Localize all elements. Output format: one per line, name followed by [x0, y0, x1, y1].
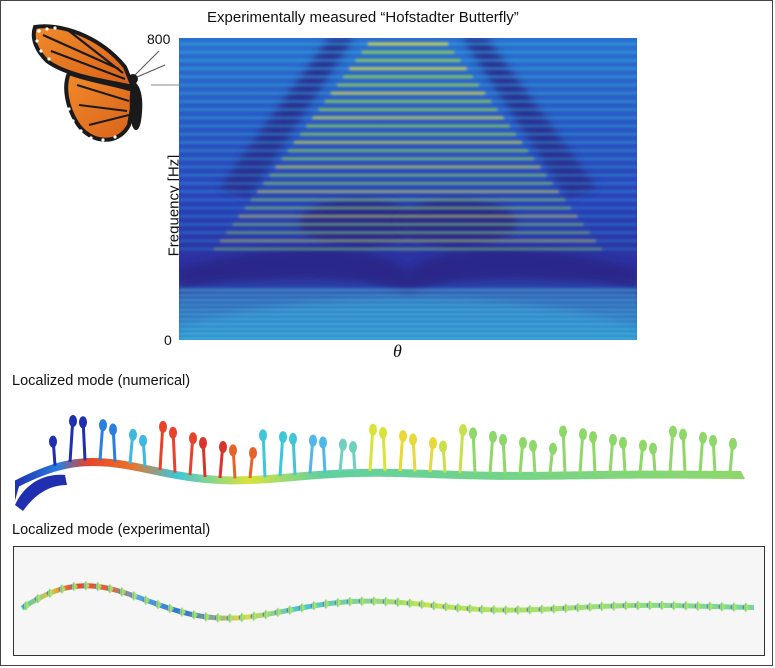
y-tick-max: 800 [147, 31, 171, 47]
figure-title: Experimentally measured “Hofstadter Butt… [207, 9, 519, 26]
numerical-mode-render [15, 415, 745, 511]
experimental-mode-render [20, 580, 755, 624]
heatmap-svg [179, 38, 637, 340]
y-tick-min: 0 [164, 332, 172, 348]
caption-numerical: Localized mode (numerical) [12, 373, 191, 389]
spectrum-heatmap [179, 38, 637, 340]
experimental-mode-panel [13, 546, 765, 656]
x-axis-label: θ [393, 341, 402, 361]
caption-experimental: Localized mode (experimental) [12, 522, 211, 538]
monarch-butterfly-icon [31, 24, 181, 142]
